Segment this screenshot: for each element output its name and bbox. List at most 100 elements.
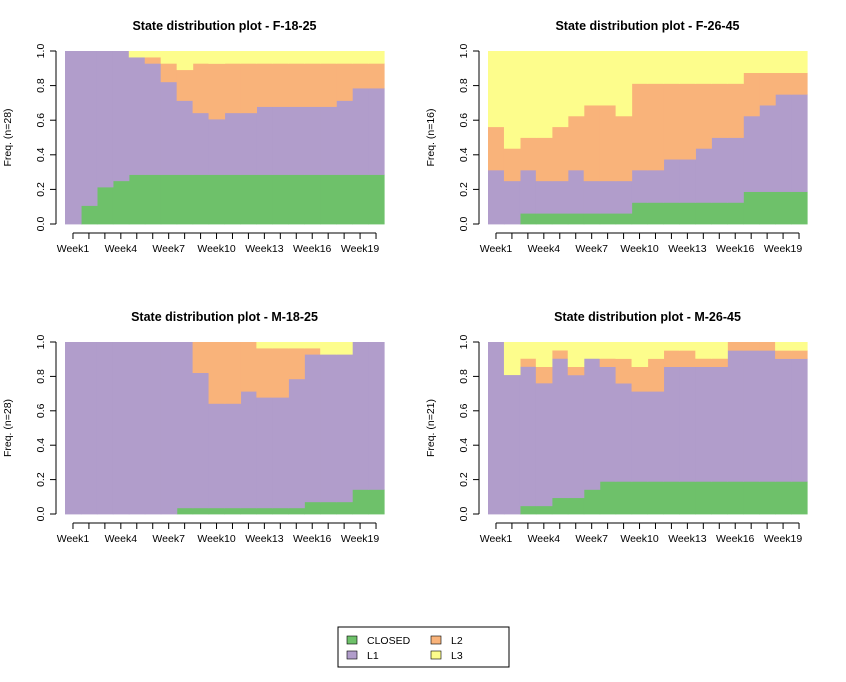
bar-segment <box>615 383 633 482</box>
y-tick-label: 0.0 <box>35 507 47 522</box>
bar-segment <box>551 51 569 128</box>
y-tick-label: 0.6 <box>458 113 470 128</box>
bar-segment <box>208 118 226 175</box>
bar-segment <box>567 115 585 171</box>
bar-segment <box>488 126 505 171</box>
bar-segment <box>240 507 257 515</box>
chart-panel-4: State distribution plot - M-26-45 0.0 0.2 0… <box>425 310 808 545</box>
x-tick-label: Week4 <box>528 243 561 255</box>
bar-segment <box>128 57 146 175</box>
bar-segment <box>65 51 82 225</box>
bar-segment <box>272 106 289 175</box>
bar-segment <box>711 51 728 84</box>
bar-segment <box>567 169 585 214</box>
bar-segment <box>503 180 521 225</box>
bar-segment <box>176 51 194 71</box>
legend: CLOSED L2 L1 L3 <box>337 626 510 668</box>
bar-segment <box>711 481 728 515</box>
bar-segment <box>791 358 808 482</box>
bar-segment <box>663 350 680 367</box>
bar-segment <box>615 358 633 384</box>
x-tick-label: Week16 <box>293 243 331 255</box>
bar-segment <box>631 366 649 392</box>
x-tick-label: Week10 <box>620 533 658 545</box>
bar-segment <box>743 350 760 482</box>
bar-segment <box>679 159 696 203</box>
series-l2 <box>192 342 321 404</box>
bar-segment <box>240 51 257 64</box>
y-tick-label: 1.0 <box>35 44 47 59</box>
bar-segment <box>304 348 321 355</box>
x-tick-label: Week13 <box>668 533 706 545</box>
bar-segment <box>192 112 210 175</box>
series-closed <box>519 481 808 515</box>
series-closed <box>80 174 385 225</box>
bar-segment <box>519 169 537 214</box>
bar-segment <box>240 174 257 225</box>
bar-segment <box>160 342 178 515</box>
bar-segment <box>663 51 680 84</box>
bar-segment <box>727 83 744 138</box>
bar-segment <box>488 169 505 225</box>
bar-segment <box>631 342 649 367</box>
bar-segment <box>224 51 242 64</box>
bar-segment <box>240 63 257 114</box>
bar-segment <box>535 382 553 507</box>
series-closed <box>519 191 808 225</box>
bar-segment <box>112 51 130 182</box>
bar-segment <box>256 174 273 225</box>
x-tick-label: Week7 <box>575 243 608 255</box>
chart-title: State distribution plot - F-26-45 <box>555 19 739 33</box>
y-tick-label: 0.4 <box>458 438 470 453</box>
bar-segment <box>711 366 728 482</box>
bar-segment <box>711 137 728 203</box>
bar-segment <box>727 342 744 351</box>
y-tick-label: 0.8 <box>35 369 47 384</box>
chart-title: State distribution plot - F-18-25 <box>132 19 316 33</box>
legend-label-closed: CLOSED <box>367 635 411 647</box>
bar-segment <box>647 51 665 84</box>
bar-segment <box>775 72 792 95</box>
bar-segment <box>759 481 776 515</box>
bar-segment <box>320 63 337 107</box>
bar-segment <box>224 342 242 404</box>
bar-segment <box>679 51 696 84</box>
bar-segment <box>695 358 712 367</box>
x-tick-label: Week7 <box>152 533 185 545</box>
x-tick-label: Week10 <box>197 243 235 255</box>
bar-segment <box>65 342 82 515</box>
bar-segment <box>112 342 130 515</box>
bar-segment <box>647 202 665 225</box>
bar-segment <box>599 105 617 182</box>
x-tick-label: Week4 <box>105 243 138 255</box>
bar-segment <box>176 507 194 515</box>
bar-segment <box>304 501 321 515</box>
chart-panel-2: State distribution plot - F-26-45 0.0 0.2 0… <box>425 19 808 255</box>
y-tick-label: 0.8 <box>35 78 47 93</box>
series-l2 <box>519 342 808 392</box>
bar-segment <box>679 202 696 225</box>
y-tick-label: 1.0 <box>35 335 47 350</box>
bar-segment <box>336 63 353 101</box>
bar-segment <box>743 342 760 351</box>
bar-segment <box>320 342 337 355</box>
x-tick-label: Week19 <box>764 533 802 545</box>
bar-segment <box>240 391 257 509</box>
bar-segment <box>631 202 649 225</box>
x-tick-label: Week16 <box>293 533 331 545</box>
bar-segment <box>256 63 273 107</box>
bar-segment <box>192 342 210 374</box>
y-tick-label: 0.4 <box>458 147 470 162</box>
bar-segment <box>743 481 760 515</box>
bar-segment <box>192 51 210 64</box>
bar-segment <box>743 72 760 117</box>
bar-segment <box>551 497 569 515</box>
bar-segment <box>160 51 178 64</box>
bar-segment <box>176 174 194 225</box>
legend-label-l3: L3 <box>451 650 463 662</box>
bar-segment <box>599 358 617 367</box>
bar-segment <box>791 51 808 74</box>
bar-segment <box>336 100 353 175</box>
bar-segment <box>695 148 712 203</box>
bar-segment <box>320 174 337 225</box>
